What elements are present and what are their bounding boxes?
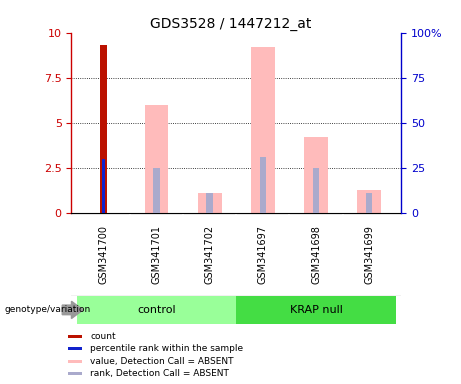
Text: GDS3528 / 1447212_at: GDS3528 / 1447212_at xyxy=(150,17,311,31)
Bar xyxy=(77,296,236,324)
Bar xyxy=(68,372,83,375)
Text: GSM341699: GSM341699 xyxy=(364,225,374,284)
Bar xyxy=(304,137,328,213)
Bar xyxy=(100,45,106,213)
Text: GSM341698: GSM341698 xyxy=(311,225,321,284)
Bar xyxy=(260,157,266,213)
Bar xyxy=(198,193,222,213)
Text: control: control xyxy=(137,305,176,315)
Text: GSM341702: GSM341702 xyxy=(205,225,215,284)
Bar xyxy=(366,193,372,213)
Bar xyxy=(236,296,396,324)
Bar xyxy=(68,335,83,338)
Text: count: count xyxy=(90,332,116,341)
Bar xyxy=(68,360,83,363)
Text: genotype/variation: genotype/variation xyxy=(5,305,91,314)
Text: percentile rank within the sample: percentile rank within the sample xyxy=(90,344,243,353)
Bar xyxy=(251,47,275,213)
Bar xyxy=(207,193,213,213)
Text: GSM341701: GSM341701 xyxy=(152,225,161,284)
Bar xyxy=(102,159,105,213)
Text: rank, Detection Call = ABSENT: rank, Detection Call = ABSENT xyxy=(90,369,229,378)
Bar xyxy=(68,348,83,350)
Text: GSM341700: GSM341700 xyxy=(98,225,108,284)
Text: GSM341697: GSM341697 xyxy=(258,225,268,284)
Bar xyxy=(357,190,381,213)
Text: value, Detection Call = ABSENT: value, Detection Call = ABSENT xyxy=(90,357,234,366)
Bar xyxy=(154,168,160,213)
Bar xyxy=(313,168,319,213)
Text: KRAP null: KRAP null xyxy=(290,305,343,315)
Bar xyxy=(145,105,168,213)
